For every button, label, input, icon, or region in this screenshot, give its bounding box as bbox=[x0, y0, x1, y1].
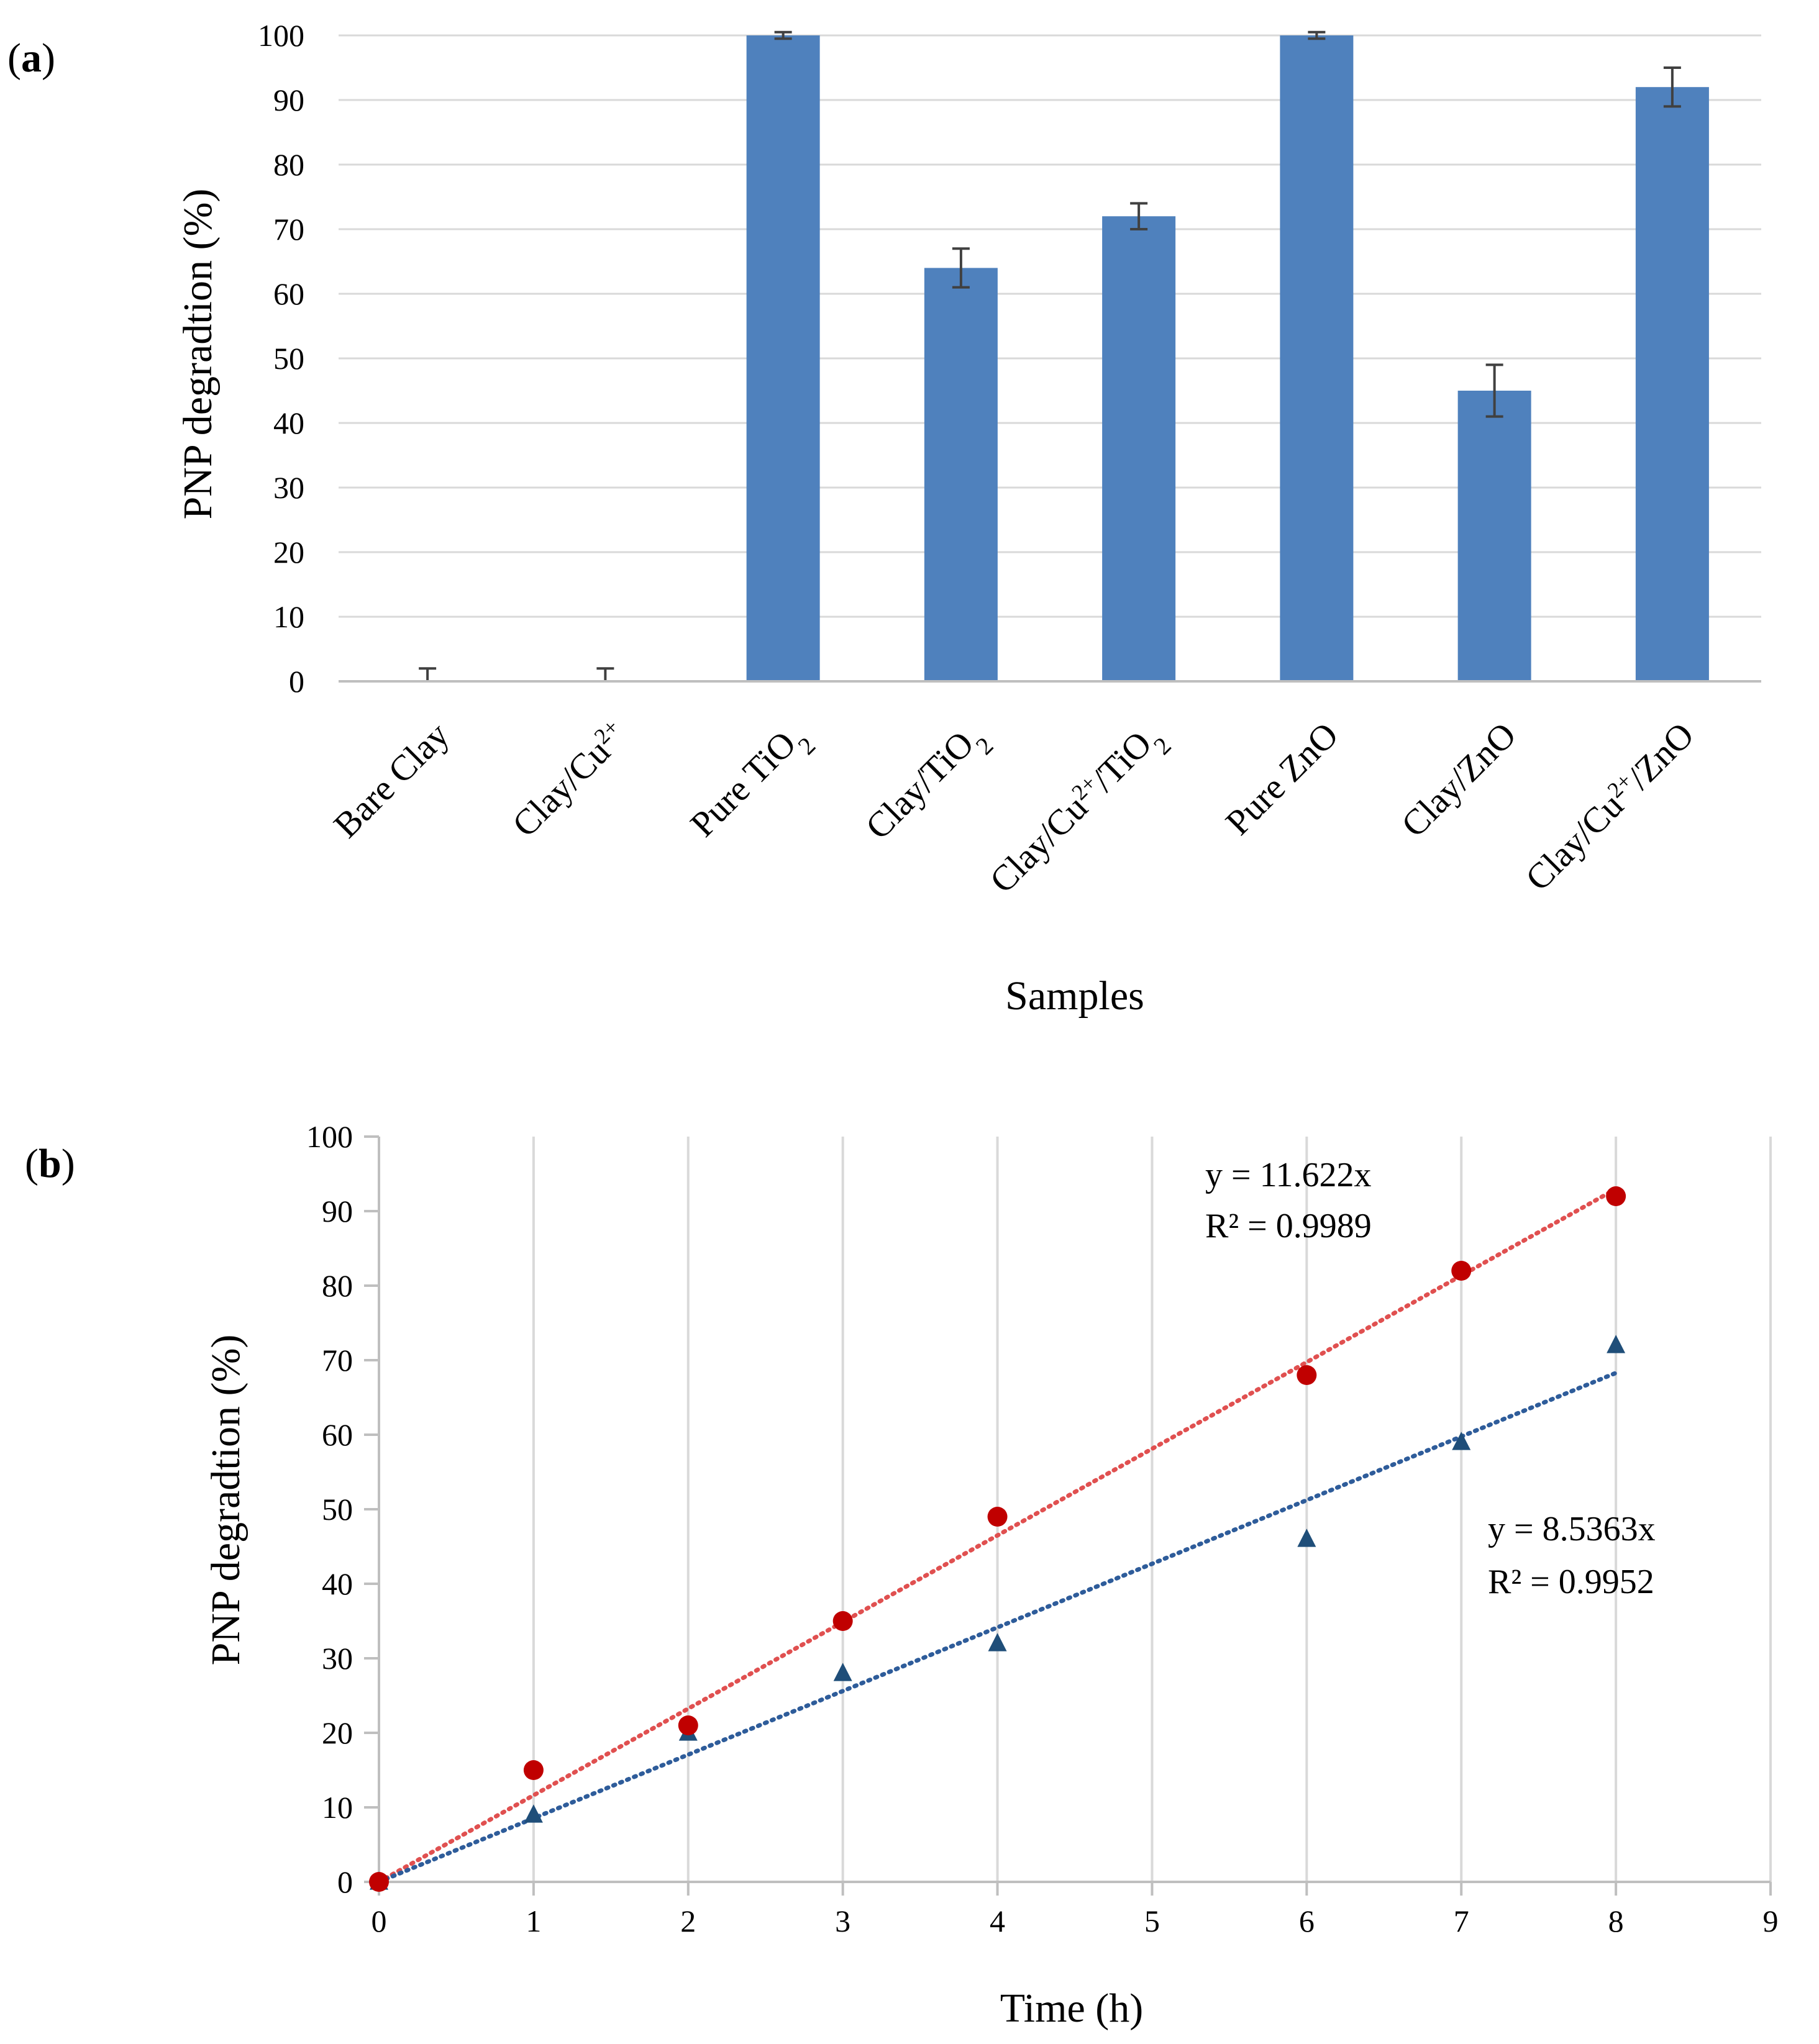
category-label: Pure TiO2 bbox=[682, 714, 820, 852]
data-point-triangle bbox=[833, 1663, 852, 1681]
panel-b-y-tick: 60 bbox=[322, 1417, 353, 1452]
bar bbox=[1280, 35, 1354, 681]
panel-b-y-tick: 80 bbox=[322, 1268, 353, 1303]
data-point-circle bbox=[523, 1760, 544, 1780]
equation-red: y = 11.622x bbox=[1205, 1156, 1372, 1194]
trendline bbox=[376, 1186, 1618, 1884]
data-point-circle bbox=[1451, 1261, 1472, 1281]
panel-b-y-axis-title: PNP degradtion (%) bbox=[203, 1335, 248, 1666]
trendline bbox=[376, 1371, 1618, 1884]
bar bbox=[1635, 87, 1709, 681]
panel-a-y-axis-title: PNP degradtion (%) bbox=[175, 189, 221, 520]
panel-a-label: (a) bbox=[7, 35, 55, 81]
panel-a-error-bars bbox=[419, 30, 1681, 681]
panel-b-x-tick: 0 bbox=[372, 1904, 387, 1938]
panel-b-x-tick: 5 bbox=[1144, 1904, 1160, 1938]
category-label: Clay/TiO2 bbox=[857, 714, 998, 855]
bar bbox=[1102, 216, 1176, 681]
panel-b-y-tick: 100 bbox=[306, 1119, 353, 1154]
panel-b-y-tick-labels: 0 10 20 30 40 50 60 70 80 90 100 bbox=[306, 1119, 353, 1899]
panel-a-y-tick: 100 bbox=[258, 18, 304, 53]
panel-b-y-tick: 40 bbox=[322, 1566, 353, 1601]
panel-a-y-tick: 20 bbox=[273, 535, 304, 570]
data-point-triangle bbox=[988, 1633, 1007, 1651]
data-point-triangle bbox=[1452, 1432, 1471, 1450]
panel-a-y-tick: 0 bbox=[289, 664, 304, 699]
panel-a-y-tick: 80 bbox=[273, 147, 304, 182]
panel-b-y-tick: 10 bbox=[322, 1790, 353, 1825]
category-label: Clay/ZnO bbox=[1393, 714, 1524, 845]
data-point-circle bbox=[987, 1507, 1008, 1527]
equation-blue: y = 8.5363x bbox=[1488, 1510, 1656, 1548]
panel-b-y-tick: 50 bbox=[322, 1492, 353, 1527]
panel-b-y-tick: 90 bbox=[322, 1194, 353, 1229]
panel-b-y-tick: 20 bbox=[322, 1715, 353, 1750]
panel-a-y-tick: 50 bbox=[273, 341, 304, 376]
panel-b-gridlines bbox=[532, 1137, 1772, 1882]
panel-b-x-tick: 2 bbox=[680, 1904, 696, 1938]
panel-a: (a) 0 10 20 30 40 50 60 70 80 90 100 Bare Clay Clay… bbox=[7, 18, 1761, 1019]
panel-a-y-tick-labels: 0 10 20 30 40 50 60 70 80 90 100 bbox=[258, 18, 304, 699]
category-label: Pure ZnO bbox=[1218, 714, 1346, 843]
panel-b-trendlines bbox=[376, 1186, 1618, 1884]
panel-b-x-tick: 6 bbox=[1299, 1904, 1315, 1938]
panel-a-y-tick: 70 bbox=[273, 212, 304, 247]
panel-b-x-tick: 7 bbox=[1454, 1904, 1469, 1938]
category-label: Bare Clay bbox=[326, 714, 457, 845]
panel-b-axes bbox=[364, 1135, 1772, 1896]
panel-a-y-tick: 30 bbox=[273, 470, 304, 505]
bar bbox=[924, 268, 998, 681]
panel-b-label: (b) bbox=[25, 1141, 75, 1186]
panel-b-points bbox=[369, 1186, 1626, 1892]
category-label: Clay/Cu2+ bbox=[504, 714, 635, 845]
panel-b-y-tick: 30 bbox=[322, 1641, 353, 1676]
panel-b-x-tick: 3 bbox=[835, 1904, 850, 1938]
panel-a-y-tick: 60 bbox=[273, 276, 304, 311]
panel-b: (b) 0 10 20 30 40 50 60 70 80 90 100 0 1 2 3 4 5 6 7 8 9 y … bbox=[25, 1119, 1779, 2031]
panel-a-y-tick: 40 bbox=[273, 406, 304, 440]
bar bbox=[1457, 391, 1531, 681]
panel-b-y-tick: 0 bbox=[337, 1865, 353, 1899]
data-point-circle bbox=[369, 1872, 389, 1892]
data-point-circle bbox=[832, 1611, 853, 1631]
data-point-circle bbox=[1606, 1186, 1626, 1206]
data-point-triangle bbox=[524, 1804, 543, 1823]
r2-blue: R² = 0.9952 bbox=[1488, 1563, 1654, 1601]
data-point-triangle bbox=[1607, 1335, 1626, 1353]
panel-a-x-axis-title: Samples bbox=[1005, 973, 1144, 1019]
panel-b-x-tick: 4 bbox=[990, 1904, 1005, 1938]
panel-b-x-tick: 1 bbox=[526, 1904, 541, 1938]
panel-b-x-tick: 9 bbox=[1763, 1904, 1779, 1938]
category-label: Clay/Cu2+/TiO2 bbox=[982, 714, 1176, 909]
panel-a-gridlines bbox=[339, 34, 1761, 618]
data-point-circle bbox=[1297, 1365, 1317, 1385]
panel-a-y-tick: 90 bbox=[273, 83, 304, 117]
data-point-circle bbox=[678, 1715, 698, 1735]
bar bbox=[746, 35, 820, 681]
panel-b-x-axis-title: Time (h) bbox=[1000, 1986, 1143, 2031]
panel-b-y-tick: 70 bbox=[322, 1343, 353, 1378]
panel-a-bars bbox=[746, 35, 1709, 681]
panel-a-category-labels: Bare Clay Clay/Cu2+ Pure TiO2 Clay/TiO2Clay… bbox=[326, 714, 1702, 909]
data-point-triangle bbox=[1297, 1528, 1316, 1547]
category-label: Clay/Cu2+/ZnO bbox=[1518, 714, 1702, 898]
panel-b-x-tick-labels: 0 1 2 3 4 5 6 7 8 9 bbox=[372, 1904, 1779, 1938]
panel-b-x-tick: 8 bbox=[1608, 1904, 1624, 1938]
panel-a-y-tick: 10 bbox=[273, 599, 304, 634]
r2-red: R² = 0.9989 bbox=[1205, 1207, 1372, 1245]
